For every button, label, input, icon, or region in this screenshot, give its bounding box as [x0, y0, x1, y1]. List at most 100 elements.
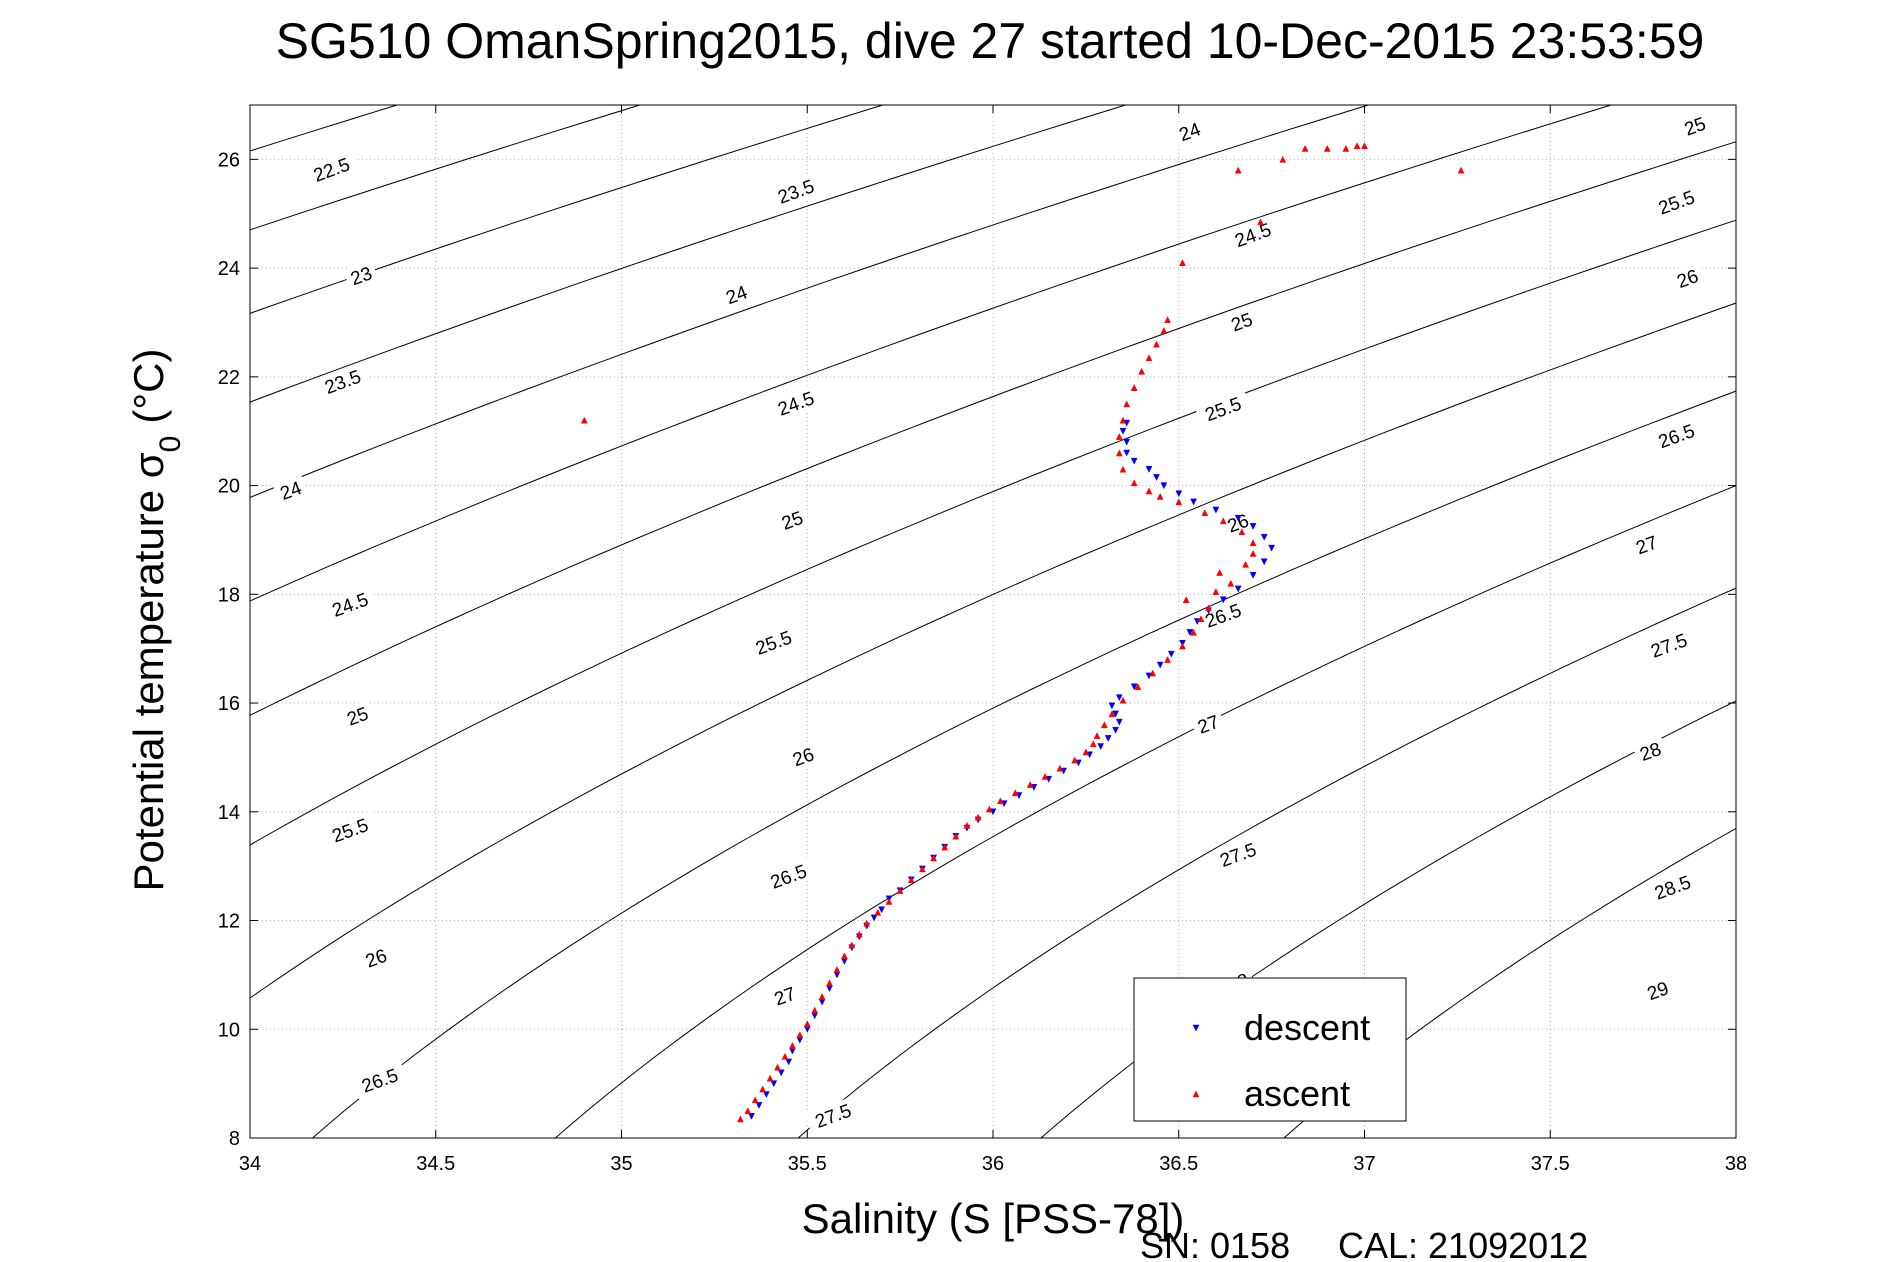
descent-point — [1145, 466, 1153, 473]
x-tick-label: 34.5 — [416, 1153, 455, 1175]
ascent-point — [974, 813, 982, 821]
ascent-point — [1164, 316, 1172, 324]
ascent-point — [811, 1006, 819, 1014]
ascent-point — [1182, 596, 1190, 604]
ascent-point — [1134, 683, 1142, 690]
legend-label-ascent: ascent — [1244, 1073, 1350, 1114]
descent-point — [1212, 506, 1220, 514]
density-contours — [250, 105, 1736, 1138]
ascent-point — [1342, 144, 1350, 152]
ascent-point — [840, 952, 848, 960]
ascent-point — [1457, 166, 1465, 174]
data-series — [580, 142, 1465, 1123]
contour-label-bg — [767, 171, 824, 211]
descent-point — [755, 1102, 763, 1109]
ascent-point — [863, 919, 871, 927]
contour-label: 24 — [272, 474, 309, 506]
contour-label-bg — [774, 504, 810, 536]
x-axis-label: Salinity (S [PSS-78]) — [802, 1195, 1185, 1242]
contour-label-bg — [339, 700, 376, 732]
legend-marker-ascent — [1192, 1090, 1200, 1098]
ascent-point — [796, 1031, 804, 1038]
ascent-point — [580, 416, 588, 424]
contour-label: 26 — [785, 740, 822, 772]
ascent-point — [826, 979, 833, 987]
y-tick-label: 20 — [218, 476, 240, 498]
descent-point — [1186, 629, 1194, 636]
y-tick-label: 14 — [218, 802, 240, 824]
descent-point — [1219, 596, 1227, 604]
y-axis-label-unit: (°C) — [125, 349, 172, 424]
contour-label-bg — [1223, 306, 1260, 338]
ascent-point — [1353, 142, 1361, 150]
y-tick-label: 16 — [218, 693, 240, 715]
ascent-point — [1190, 628, 1198, 636]
isopycnal-line — [250, 105, 1613, 602]
descent-point — [1115, 718, 1123, 726]
ascent-point — [1089, 740, 1097, 748]
descent-point — [1130, 457, 1138, 465]
ascent-point — [1201, 509, 1209, 517]
contour-label-bg — [314, 362, 371, 401]
ascent-point — [1138, 367, 1146, 375]
descent-point — [1130, 683, 1138, 691]
contour-label-bg — [272, 474, 309, 506]
descent-point — [770, 1080, 778, 1088]
contour-label-bg — [1640, 625, 1697, 665]
descent-point — [1108, 702, 1116, 710]
descent-point — [1153, 474, 1160, 481]
legend-items: descent ascent — [1192, 1007, 1370, 1114]
calibration-date: CAL: 21092012 — [1338, 1225, 1588, 1262]
contour-label-bg — [1648, 416, 1705, 455]
descent-point — [1260, 558, 1268, 566]
isopycnal-line — [250, 105, 642, 231]
contour-label-bg — [1171, 115, 1208, 147]
ascent-point — [1119, 465, 1127, 473]
ascent-point — [1216, 569, 1224, 576]
x-tick-label: 36.5 — [1159, 1153, 1198, 1175]
isopycnal-line — [554, 485, 1736, 1138]
ascent-point — [874, 908, 882, 916]
ascent-point — [1164, 656, 1172, 663]
ascent-point — [1100, 721, 1108, 729]
y-tick-label: 18 — [218, 584, 240, 606]
descent-point — [1123, 438, 1131, 446]
ascent-point — [774, 1063, 781, 1071]
descent-point — [1260, 533, 1268, 541]
ascent-point — [744, 1107, 752, 1115]
ascent-point — [855, 930, 863, 938]
ascent-point — [918, 865, 926, 873]
ascent-point — [1130, 479, 1138, 487]
contour-label-bg — [1639, 974, 1676, 1006]
contour-label: 29 — [1639, 974, 1676, 1006]
ascent-point — [736, 1115, 744, 1123]
contour-label-bg — [1676, 110, 1713, 142]
contour-label: 26 — [358, 942, 394, 974]
contour-label-bg — [1632, 735, 1669, 767]
ascent-point — [1119, 416, 1127, 424]
contour-label-bg — [1648, 182, 1705, 222]
ascent-point — [1130, 384, 1138, 391]
ascent-point — [1227, 579, 1235, 587]
ascent-point — [751, 1096, 759, 1104]
contour-label-bg — [358, 942, 394, 974]
y-axis-label-subscript: 0 — [154, 436, 187, 453]
ascent-point — [1257, 218, 1264, 226]
ascent-point — [1115, 449, 1123, 457]
ascent-point — [1179, 259, 1186, 266]
descent-point — [1112, 726, 1120, 734]
serial-number: SN: 0158 — [1140, 1225, 1290, 1262]
ascent-point — [1145, 487, 1153, 495]
ascent-point — [1301, 144, 1309, 152]
descent-point — [1115, 694, 1123, 702]
y-tick-label: 22 — [218, 367, 240, 389]
ascent-point — [1175, 498, 1183, 506]
contour-label-bg — [321, 810, 379, 850]
contour-label: 23 — [343, 259, 379, 291]
contour-label-bg — [343, 259, 379, 291]
contour-label-bg — [1669, 262, 1706, 294]
ascent-point — [885, 897, 893, 905]
y-tick-label: 26 — [218, 149, 240, 171]
grid-layer — [250, 105, 1736, 1138]
